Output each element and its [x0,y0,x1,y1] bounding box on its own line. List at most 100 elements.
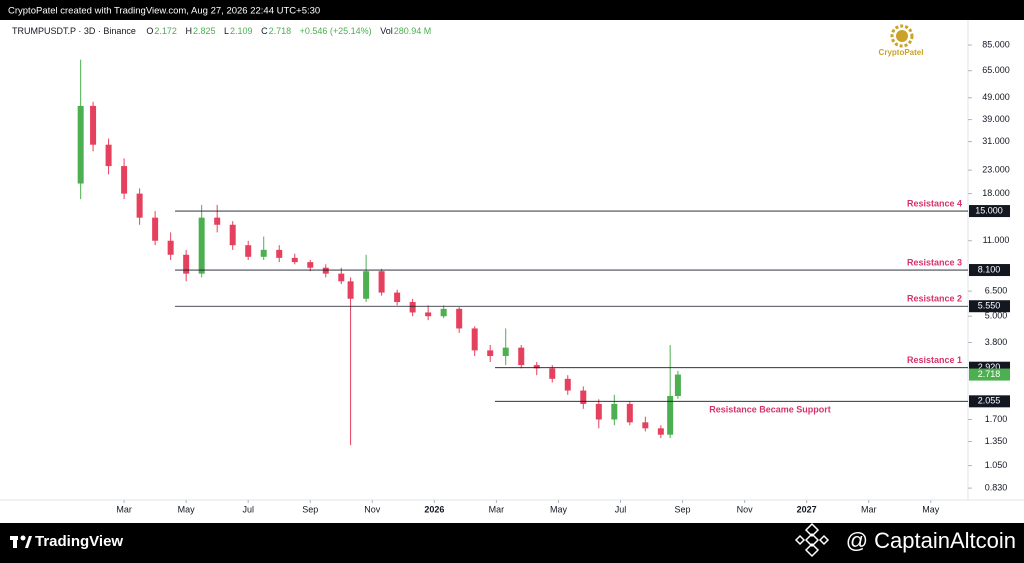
last-price-label: 2.718 [978,369,1001,379]
chart-area [0,20,1024,523]
candle-body [502,347,509,356]
y-tick-label: 18.000 [982,188,1010,198]
candle-body [214,217,221,225]
symbol-header: TRUMPUSDT.P · 3D · Binance O2.172 H2.825… [12,26,437,36]
level-name: Resistance 4 [907,198,962,208]
x-tick-label: Jul [242,504,254,514]
level-tag [969,264,1010,277]
candle-body [626,403,633,423]
y-tick-label: 0.830 [985,482,1008,492]
candle-body [611,403,618,420]
candle-body [152,217,159,241]
candle-body [642,422,649,429]
x-tick-label: Mar [489,504,505,514]
y-tick-label: 39.000 [982,114,1010,124]
candle-body [425,312,432,317]
candle-body [245,245,252,257]
bottom-bar [0,523,1024,563]
ohlc-label: L [224,26,230,36]
ohlc-value: 2.172 [154,26,177,36]
candle-body [105,144,112,167]
level-tag [969,395,1010,408]
y-tick-label: 49.000 [982,92,1010,102]
candle-body [307,262,314,268]
y-tick-label: 3.800 [985,337,1008,347]
x-tick-label: 2027 [797,504,817,514]
x-tick-label: Mar [861,504,877,514]
candle-body [518,347,525,366]
symbol: TRUMPUSDT.P · 3D · Binance [12,26,136,36]
x-tick-label: 2026 [424,504,444,514]
candle-body [674,374,681,397]
tv-logo-part [13,536,17,548]
candle-body [291,257,298,263]
logo-text: CryptoPatel [879,48,924,57]
level-tag-label: 8.100 [978,264,1001,274]
candle-body [471,328,478,351]
y-tick-label: 5.000 [985,311,1008,321]
top-bar-text: CryptoPatel created with TradingView.com… [8,6,320,17]
level-name: Resistance 3 [907,257,962,267]
candle-body [276,249,283,258]
tv-logo-part [20,535,26,541]
tv-logo [10,535,32,548]
level-tag-label: 2.055 [978,396,1001,406]
logo-ring [890,24,914,48]
x-tick-label: May [178,504,196,514]
candle-body [198,217,205,274]
x-tick-label: Sep [675,504,691,514]
candle-body [394,292,401,303]
y-tick-label: 1.350 [985,436,1008,446]
volume-label: Vol [380,26,393,36]
y-tick-label: 23.000 [982,165,1010,175]
top-bar [0,0,1024,20]
y-tick-label: 85.000 [982,39,1010,49]
candle-body [136,193,143,218]
candle-body [456,308,463,329]
candle-body [564,378,571,391]
y-tick-label: 65.000 [982,65,1010,75]
x-tick-label: Nov [737,504,754,514]
candle-body [487,350,494,356]
candle-body [657,428,664,435]
level-name: Resistance 1 [907,355,962,365]
x-tick-label: Mar [116,504,132,514]
candle-body [183,254,190,274]
candle-body [347,281,354,299]
y-tick-label: 6.500 [985,285,1008,295]
x-tick-label: Sep [302,504,318,514]
level-name: Resistance 2 [907,294,962,304]
candle-body [440,308,447,317]
candle-body [363,271,370,299]
ohlc-value: 2.718 [268,26,292,36]
ohlc-label: H [185,26,192,36]
tv-logo-part [25,536,32,548]
ohlc-label: C [261,26,268,36]
volume: 280.94 M [393,26,432,36]
candle-body [90,105,97,145]
candle-body [595,403,602,420]
candle-body [409,302,416,313]
candle-body [667,396,674,435]
last-price-tag [969,368,1010,381]
candle-body [229,224,236,246]
binance-icon [794,522,830,558]
logo-center [896,30,908,42]
y-tick-label: 1.700 [985,414,1008,424]
level-name: Resistance Became Support [709,405,831,415]
x-tick-label: Nov [364,504,381,514]
y-tick-label: 11.000 [983,235,1010,245]
candle-body [121,166,128,194]
logo: CryptoPatel [879,24,924,57]
ohlc-value: 2.109 [230,26,253,36]
level-tag-label: 5.550 [978,301,1001,311]
level-tag [969,300,1010,313]
ohlc-value: 2.825 [192,26,216,36]
candle-body [378,271,385,293]
x-tick-label: May [550,504,568,514]
candle-body [260,249,267,257]
candle-body [167,240,174,255]
ohlc-label: O [146,26,154,36]
